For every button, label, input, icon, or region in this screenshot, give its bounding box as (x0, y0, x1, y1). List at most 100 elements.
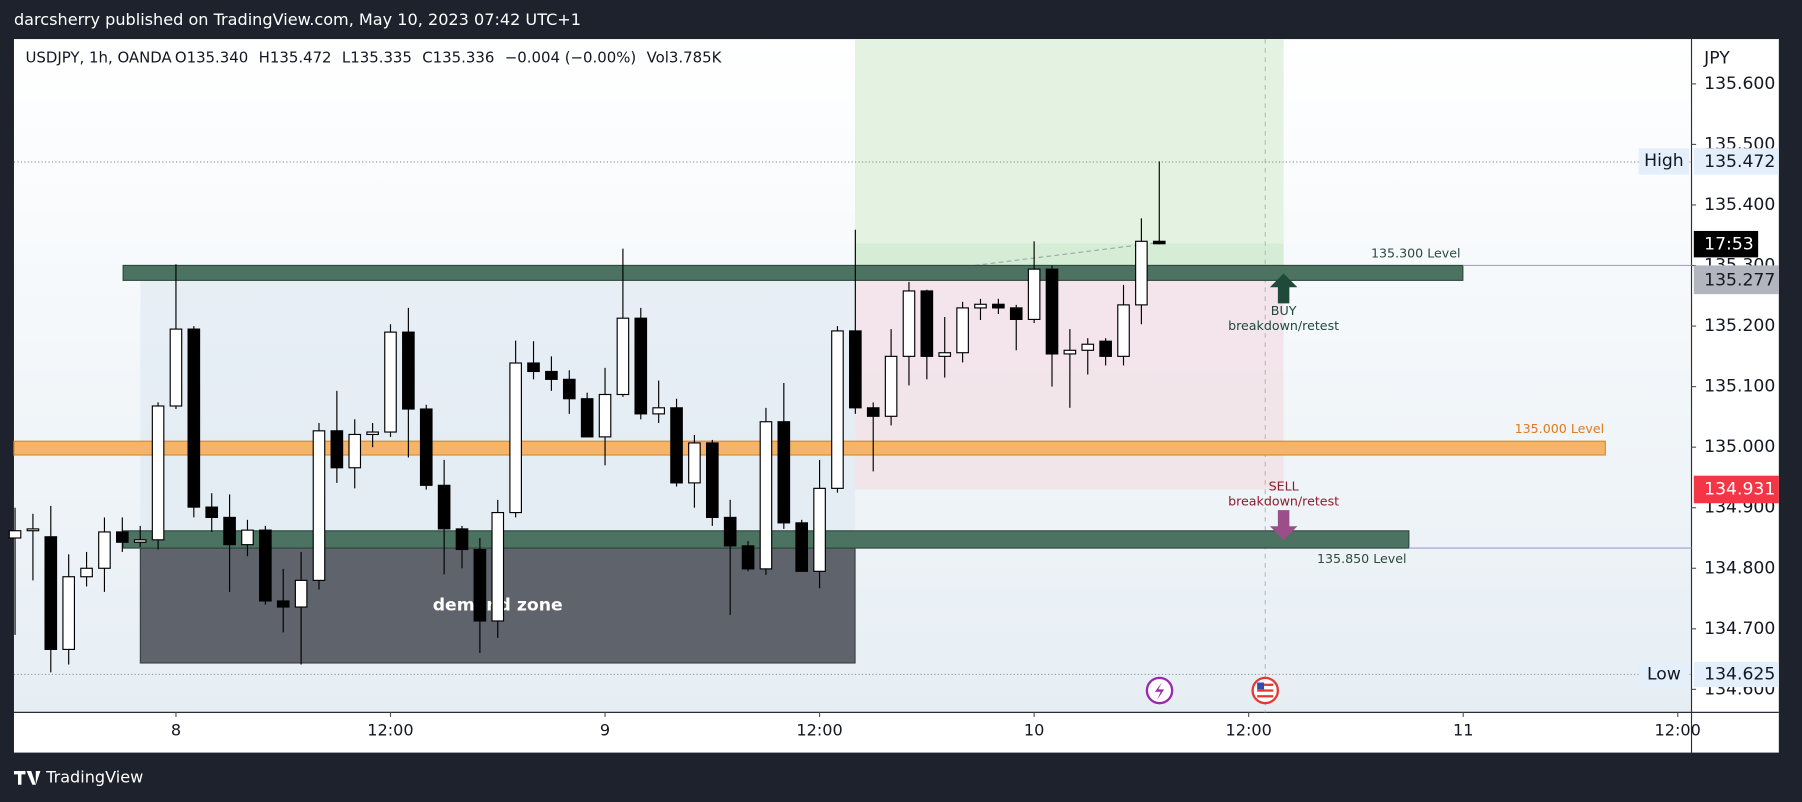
countdown: 17:53 (1704, 235, 1754, 255)
candle-body (509, 362, 522, 514)
target-zone (855, 39, 1284, 244)
candle-body (777, 421, 791, 524)
price-tag (1693, 475, 1779, 504)
candle-body (831, 330, 844, 489)
candle-body (705, 442, 719, 518)
candle-body (938, 352, 952, 357)
candle-body (312, 430, 326, 581)
publish-info: darcsherry published on TradingView.com,… (14, 10, 581, 29)
candle-body (491, 511, 505, 622)
x-tick-label: 12:00 (1655, 720, 1701, 739)
candle-body (223, 516, 236, 546)
candle-body (241, 529, 254, 546)
buy-note: breakdown/retest (1228, 318, 1339, 333)
candle-body (98, 531, 111, 569)
ohlc-field: C135.336 (422, 49, 494, 67)
candle-body (670, 407, 683, 484)
x-tick-label: 12:00 (1225, 720, 1271, 739)
candle-body (419, 408, 433, 486)
candle-body (580, 398, 594, 438)
candle-body (402, 331, 415, 410)
candle-body (527, 362, 540, 373)
candle-body (813, 487, 826, 572)
brand: TradingView (45, 767, 143, 786)
candle-body (115, 531, 129, 543)
buy-arrow (1269, 273, 1298, 304)
candle-body (795, 522, 809, 572)
ohlc-field: O135.340 (175, 49, 248, 67)
x-tick-label: 12:00 (367, 720, 413, 739)
countdown-tag (1693, 230, 1759, 258)
level-box (13, 440, 1606, 456)
candle-body (44, 536, 58, 650)
low-label: Low (1647, 664, 1681, 684)
candle-body (366, 431, 379, 436)
sell-arrow (1269, 510, 1298, 541)
symbol-info: USDJPY, 1h, OANDA (25, 49, 172, 67)
y-tick-label: 135.000 (1704, 437, 1775, 457)
y-tick-label: 135.600 (1704, 74, 1775, 94)
candle-body (723, 516, 737, 547)
level-label: 135.850 Level (1317, 551, 1407, 566)
candle-body (1045, 268, 1059, 355)
candle-body (330, 430, 344, 469)
candle-body (205, 506, 219, 518)
candle-body (545, 370, 558, 380)
level-label: 135.000 Level (1515, 421, 1605, 436)
candle-body (741, 545, 755, 570)
ohlc-field: L135.335 (342, 49, 412, 67)
ohlc-field: Vol3.785K (647, 49, 723, 67)
candle-body (652, 407, 665, 415)
candle-body (276, 600, 290, 608)
low-tag (1693, 661, 1779, 688)
candle-body (1152, 240, 1166, 245)
candle-body (169, 328, 183, 407)
y-tick-label: 134.800 (1704, 558, 1775, 578)
candle-body (688, 442, 701, 484)
candle-body (956, 307, 969, 354)
candle-body (473, 548, 487, 622)
candle-body (187, 328, 201, 508)
candle-body (849, 330, 862, 409)
currency-label: JPY (1703, 49, 1730, 69)
high-label: High (1644, 151, 1684, 171)
x-tick-label: 12:00 (796, 720, 842, 739)
flag-canton (1257, 682, 1265, 690)
target-zone (855, 243, 1284, 266)
candle-body (598, 393, 612, 438)
sell-note: breakdown/retest (1228, 494, 1339, 509)
low-price: 134.625 (1704, 664, 1775, 684)
candle-body (616, 317, 630, 396)
candle-body (1027, 268, 1041, 320)
candle-body (992, 303, 1005, 309)
y-tick-label: 134.700 (1704, 619, 1775, 639)
low-tag (1638, 661, 1690, 688)
candle-body (562, 378, 576, 400)
candle-body (1081, 343, 1095, 351)
candle-body (634, 317, 648, 415)
level-price: 135.277 (1704, 270, 1775, 290)
level-box (122, 264, 1464, 281)
candle-body (759, 421, 773, 570)
candle-body (884, 355, 898, 417)
candle-body (1099, 340, 1112, 357)
y-tick-label: 135.100 (1704, 377, 1775, 397)
y-tick-label: 135.200 (1704, 316, 1775, 336)
level-label: 135.300 Level (1371, 245, 1461, 260)
sell-label: SELL (1269, 479, 1299, 494)
x-tick-label: 11 (1453, 720, 1473, 739)
logo (13, 770, 41, 785)
candle-body (1009, 307, 1023, 320)
candle-body (455, 528, 469, 551)
flag-stripe (1257, 695, 1274, 698)
ohlc-field: −0.004 (−0.00%) (505, 49, 637, 67)
x-tick-label: 8 (171, 720, 181, 739)
high-price: 135.472 (1704, 152, 1775, 172)
candle-body (80, 567, 93, 578)
candle-body (294, 579, 308, 608)
candle-body (259, 529, 272, 602)
level-tag (1693, 265, 1779, 295)
candle-body (384, 331, 397, 433)
x-tick-label: 10 (1024, 720, 1044, 739)
